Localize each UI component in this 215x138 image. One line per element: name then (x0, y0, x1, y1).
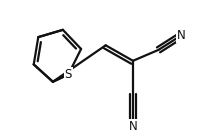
Text: N: N (177, 29, 186, 42)
Text: S: S (65, 68, 72, 81)
Text: N: N (129, 120, 137, 133)
